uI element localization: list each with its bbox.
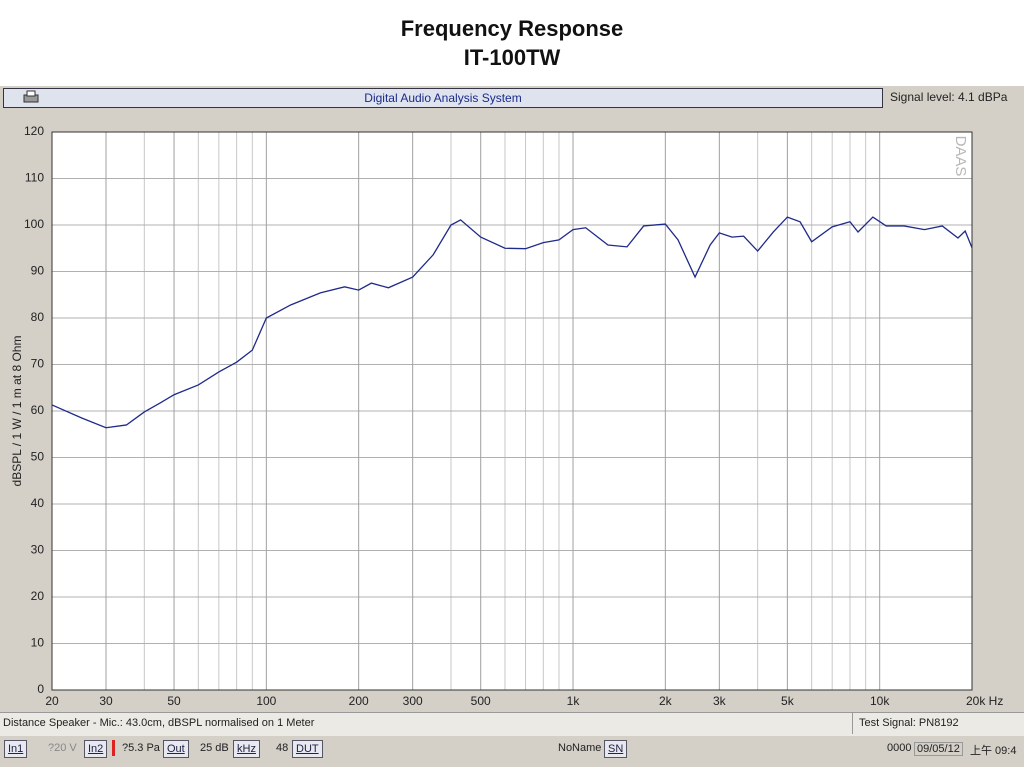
x-tick-label: 1k — [567, 694, 581, 708]
y-tick-label: 80 — [31, 310, 45, 324]
level-indicator — [112, 740, 115, 756]
status-left: Distance Speaker - Mic.: 43.0cm, dBSPL n… — [3, 717, 315, 729]
in1-level: ?20 V — [48, 742, 77, 754]
out-level: 25 dB — [200, 742, 229, 754]
page-title: Frequency Response — [400, 16, 624, 41]
chart: 0 10 20 30 40 50 60 70 80 90 100 110 120 20 30 50 100 200… — [0, 110, 1024, 712]
x-tick-label: 100 — [256, 694, 276, 708]
x-tick-label: 200 — [349, 694, 369, 708]
in2-level: ?5.3 Pa — [122, 742, 160, 754]
y-tick-label: 50 — [31, 450, 45, 464]
y-tick-label: 100 — [24, 217, 44, 231]
time: 上午 09:4 — [970, 745, 1017, 757]
page-subtitle: IT-100TW — [463, 45, 561, 70]
print-icon[interactable] — [22, 90, 40, 105]
out-button[interactable]: Out — [163, 740, 189, 758]
signal-level: Signal level: 4.1 dBPa — [890, 90, 1008, 104]
x-tick-label: 10k — [870, 694, 890, 708]
response-curve — [51, 216, 973, 429]
khz-button[interactable]: kHz — [233, 740, 260, 758]
x-tick-label: 500 — [471, 694, 491, 708]
dut-name: NoName — [558, 742, 602, 754]
status-bar — [0, 712, 1024, 737]
in2-button[interactable]: In2 — [84, 740, 108, 758]
y-tick-label: 30 — [31, 543, 45, 557]
dut-button[interactable]: DUT — [292, 740, 323, 758]
watermark: DAAS — [952, 136, 969, 177]
in1-button[interactable]: In1 — [4, 740, 28, 758]
y-tick-label: 110 — [25, 171, 44, 185]
date: 09/05/12 — [914, 742, 963, 756]
y-tick-label: 60 — [31, 403, 45, 417]
y-tick-label: 10 — [31, 636, 45, 650]
status-right: Test Signal: PN8192 — [852, 713, 959, 734]
y-tick-label: 20 — [31, 589, 45, 603]
serial: 0000 — [887, 742, 912, 754]
x-tick-label: 3k — [713, 694, 727, 708]
y-tick-label: 90 — [31, 264, 45, 278]
y-tick-label: 40 — [31, 496, 45, 510]
x-tick-label: 50 — [167, 694, 181, 708]
x-tick-label: 300 — [403, 694, 423, 708]
y-axis-label: dBSPL / 1 W / 1 m at 8 Ohm — [10, 336, 24, 487]
plot-frame — [51, 131, 973, 691]
y-tick-label: 120 — [24, 124, 44, 138]
y-tick-label: 70 — [31, 357, 45, 371]
x-tick-label: 20k Hz — [966, 694, 1003, 708]
x-tick-label: 30 — [99, 694, 113, 708]
window-title: Digital Audio Analysis System — [3, 88, 883, 108]
y-tick-label: 0 — [37, 682, 44, 696]
sample-rate: 48 — [276, 742, 289, 754]
x-tick-label: 5k — [781, 694, 795, 708]
x-tick-label: 20 — [45, 694, 59, 708]
x-tick-label: 2k — [659, 694, 673, 708]
sn-button[interactable]: SN — [604, 740, 628, 758]
